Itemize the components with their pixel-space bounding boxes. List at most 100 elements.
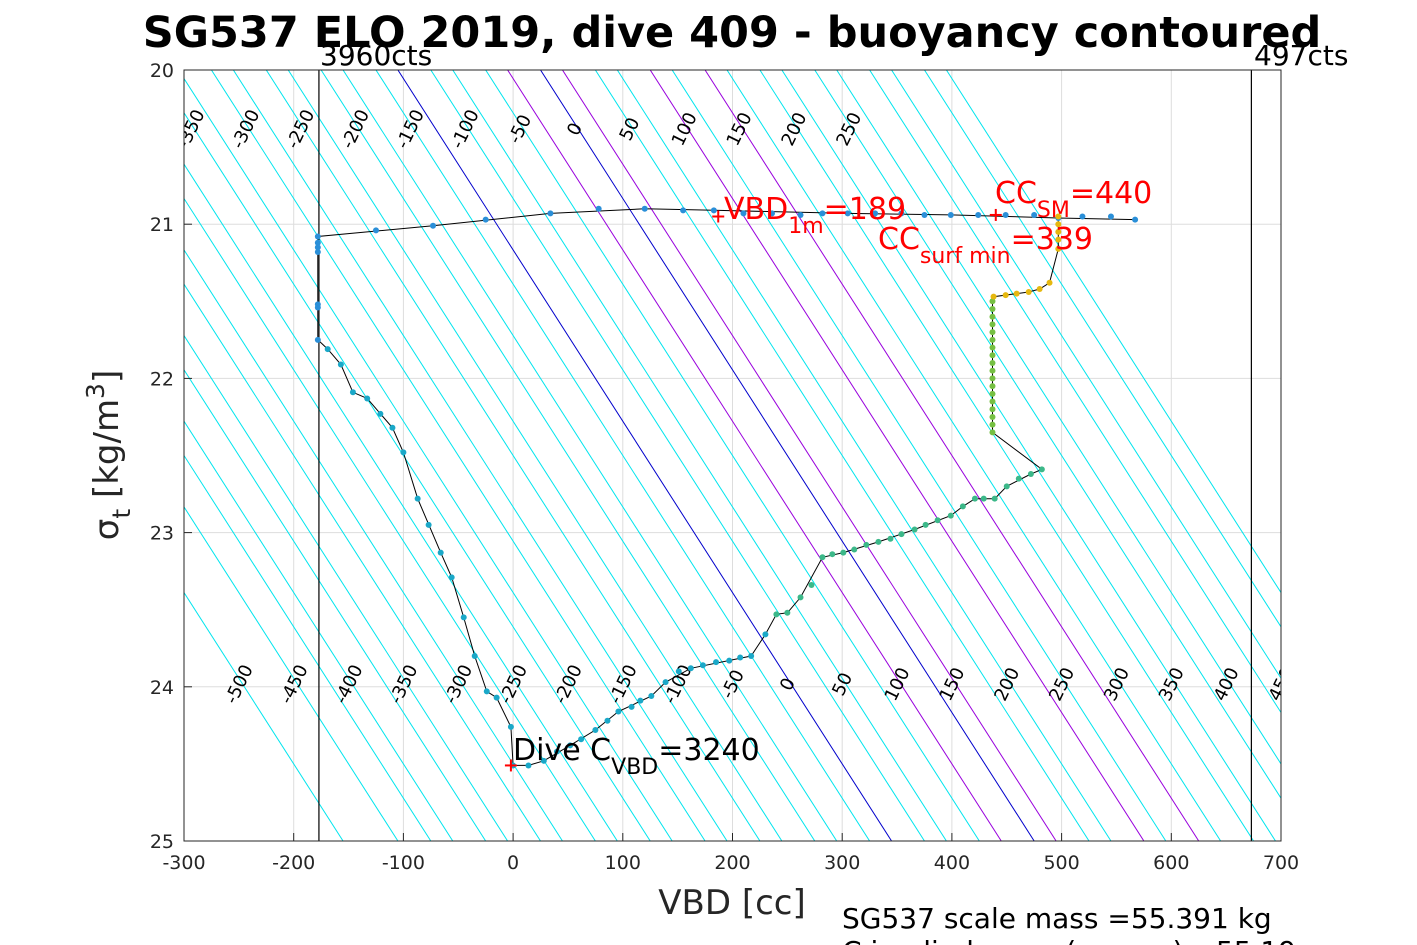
data-point: [989, 344, 996, 351]
data-point: [887, 535, 894, 542]
data-point: [699, 662, 706, 669]
contour-line: [540, 70, 1035, 841]
contour-line: [184, 248, 563, 841]
contour-label: -450: [63, 106, 100, 152]
data-point: [947, 211, 954, 218]
x-tick-label: 700: [1263, 852, 1299, 874]
data-point: [349, 389, 356, 396]
x-tick-label: -100: [382, 852, 425, 874]
data-point: [713, 659, 720, 666]
data-point: [829, 551, 836, 558]
vbd-max-counts-label: 497cts: [1254, 39, 1348, 72]
data-point: [808, 582, 815, 589]
data-point: [989, 390, 996, 397]
data-point: [875, 538, 882, 545]
data-point: [662, 679, 669, 686]
contour-line: [397, 70, 892, 841]
y-tick-label: 24: [150, 677, 174, 699]
data-point: [762, 631, 769, 638]
data-point: [400, 449, 407, 456]
data-point: [507, 723, 514, 730]
cc-surf-min-annotation: CCsurf min=339: [878, 222, 1093, 269]
data-point: [863, 541, 870, 548]
contour-line: [814, 70, 1281, 800]
data-point: [748, 652, 755, 659]
contour-line: [485, 70, 980, 841]
data-point: [959, 503, 966, 510]
data-point: [448, 574, 455, 581]
data-point: [471, 652, 478, 659]
contour-line: [562, 70, 1057, 841]
contour-line: [375, 70, 871, 841]
data-point: [547, 210, 554, 217]
data-point: [989, 321, 996, 328]
data-point: [314, 248, 321, 255]
data-point: [989, 313, 996, 320]
contour-line: [507, 70, 1002, 841]
data-point: [980, 495, 987, 502]
data-point: [851, 546, 858, 553]
data-point: [483, 688, 490, 695]
data-point: [989, 375, 996, 382]
y-tick-label: 23: [150, 523, 174, 545]
x-tick-label: -200: [272, 852, 315, 874]
data-point: [675, 668, 682, 675]
contour-line: [452, 70, 947, 841]
data-point: [314, 239, 321, 246]
data-point: [947, 512, 954, 519]
data-point: [844, 210, 851, 217]
chart-title: SG537 ELO 2019, dive 409 - buoyancy cont…: [143, 8, 1322, 58]
data-point: [314, 244, 321, 251]
data-point: [740, 210, 747, 217]
data-point: [1079, 213, 1086, 220]
data-point: [1046, 279, 1053, 286]
data-point: [989, 306, 996, 313]
data-point: [540, 757, 547, 764]
data-point: [768, 210, 775, 217]
data-point: [989, 413, 996, 420]
data-point: [1036, 285, 1043, 292]
contour-line: [184, 77, 673, 841]
contour-line: [184, 283, 541, 841]
data-point: [1132, 216, 1139, 223]
contour-line: [211, 70, 706, 841]
data-point: [460, 614, 467, 621]
data-point: [1055, 245, 1062, 252]
contour-line: [184, 368, 487, 841]
data-point: [1107, 213, 1114, 220]
contour-line: [430, 70, 925, 841]
data-point: [687, 665, 694, 672]
contour-line: [184, 111, 651, 841]
contour-line: [836, 70, 1281, 765]
x-axis-label: VBD [cc]: [658, 883, 806, 923]
data-point: [1015, 475, 1022, 482]
contour-line: [184, 420, 454, 841]
data-point: [922, 521, 929, 528]
data-point: [637, 697, 644, 704]
data-point: [784, 609, 791, 616]
contour-line: [781, 70, 1276, 841]
data-point: [989, 398, 996, 405]
x-tick-label: -300: [162, 852, 205, 874]
data-point: [990, 293, 997, 300]
data-point: [840, 549, 847, 556]
data-point: [525, 762, 532, 769]
contour-line: [671, 70, 1167, 841]
data-point: [819, 554, 826, 561]
data-point: [425, 521, 432, 528]
data-point: [324, 346, 331, 353]
data-point: [314, 336, 321, 343]
data-point: [797, 211, 804, 218]
data-point: [710, 207, 717, 214]
vbd-limit-lines: [318, 70, 1252, 841]
data-point: [726, 657, 733, 664]
data-point: [615, 708, 622, 715]
data-point: [898, 531, 905, 538]
data-point: [773, 611, 780, 618]
contour-label: -500: [8, 106, 45, 152]
contour-line: [726, 70, 1222, 841]
data-point: [1055, 221, 1062, 228]
implied-mass-text: C implied mass (approx) =55.19: [842, 935, 1296, 945]
data-point: [797, 594, 804, 601]
x-tick-label: 300: [824, 852, 860, 874]
